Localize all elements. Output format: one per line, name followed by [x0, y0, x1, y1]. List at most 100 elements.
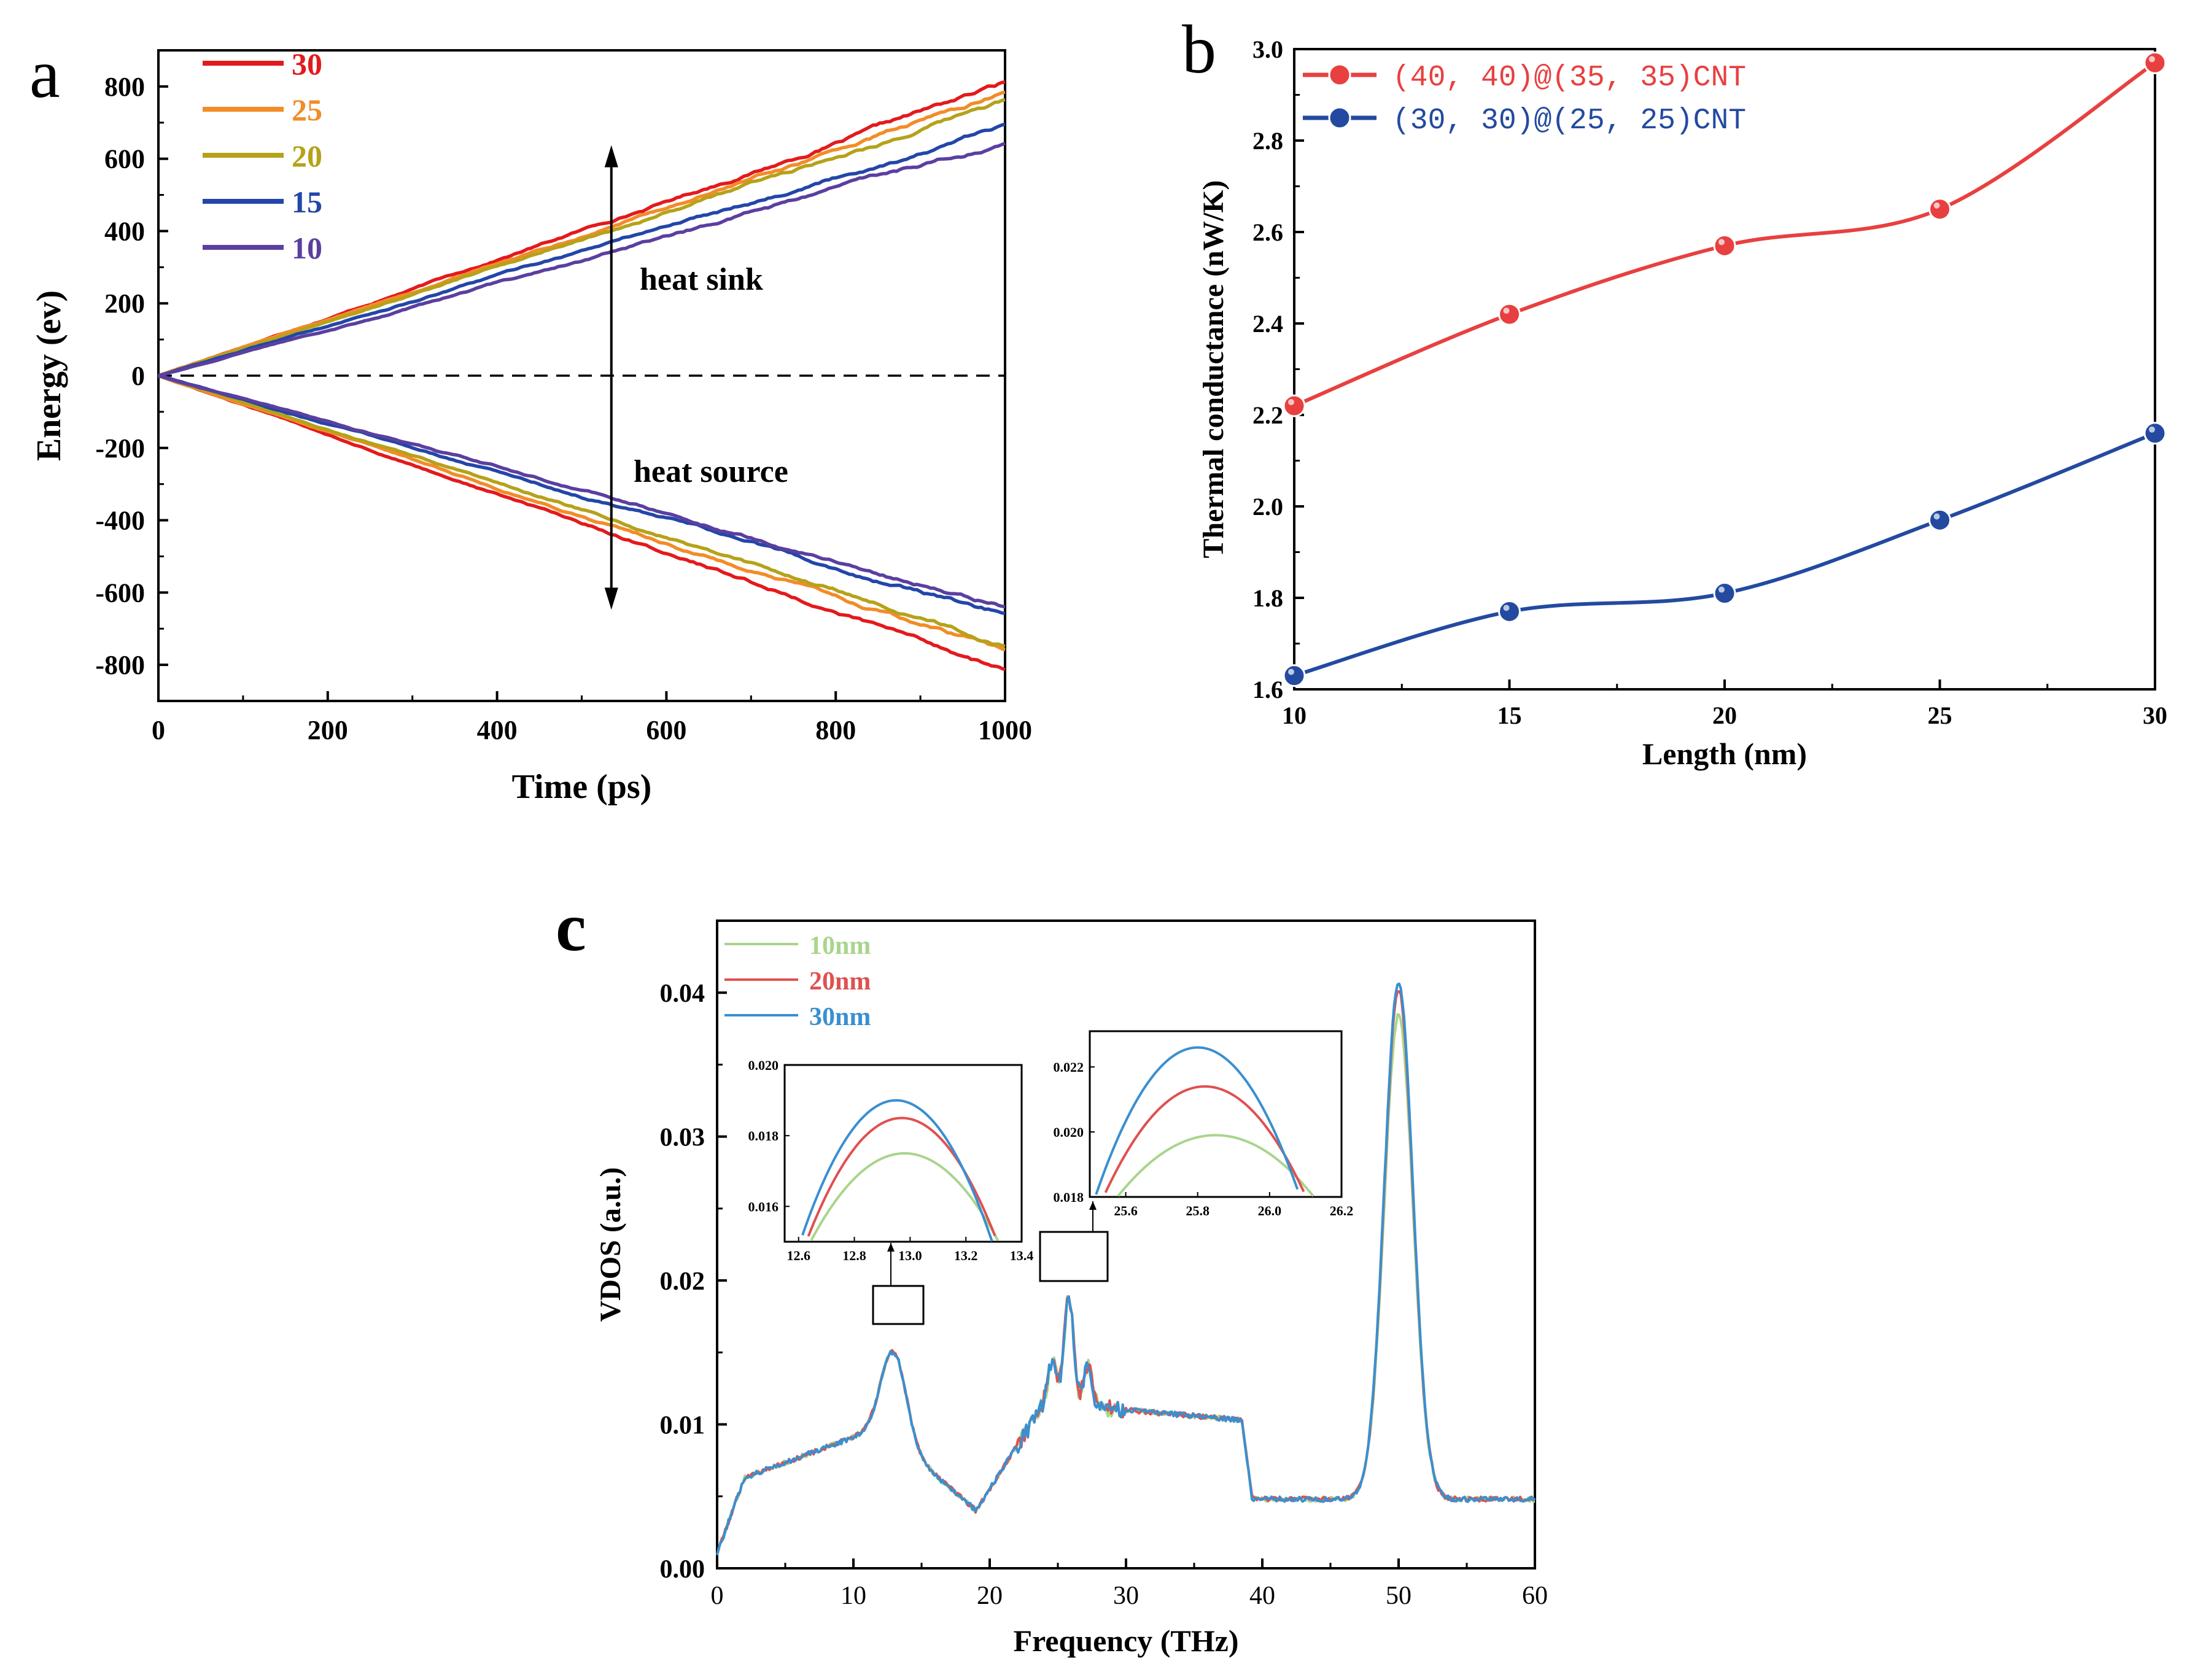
x-tick-label-b: 10 [1282, 702, 1307, 729]
legend-label-c-30nm: 30nm [809, 1003, 871, 1031]
y-tick-label-a: -400 [95, 506, 145, 536]
annotation-heat-sink: heat sink [640, 262, 763, 297]
x-tick-label-c: 20 [977, 1582, 1003, 1610]
data-point-highlight [1933, 513, 1940, 520]
x-tick-label-a: 400 [477, 715, 518, 745]
arrow-head-up [604, 145, 618, 168]
inset-curve-1-20nm [1104, 1085, 1305, 1193]
y-tick-label-b: 2.0 [1252, 493, 1283, 521]
series-line-30-source [158, 374, 1006, 672]
y-tick-label-c: 0.03 [660, 1124, 705, 1152]
x-axis-label-c: Frequency (THz) [1013, 1624, 1238, 1658]
y-axis-label-c: VDOS (a.u.) [594, 1167, 627, 1322]
data-point-1-0 [1283, 664, 1306, 687]
data-point-highlight [2149, 56, 2155, 63]
data-point-highlight [2149, 426, 2155, 433]
inset-x-tick-label: 25.8 [1186, 1203, 1210, 1218]
legend-label-10: 10 [292, 231, 322, 265]
inset-x-tick-label: 13.2 [954, 1248, 978, 1263]
x-tick-label-b: 30 [2143, 702, 2167, 729]
inset-x-tick-label: 12.8 [842, 1248, 866, 1263]
legend-label-b-1: (30, 30)@(25, 25)CNT [1392, 104, 1746, 137]
series-line-20-source [158, 374, 1006, 648]
y-tick-label-a: 600 [104, 144, 145, 174]
inset-curve-1-10nm [1117, 1134, 1314, 1197]
panel-a: 0 200 400 600 800 1000 800 600 400 200 0 -200 -400 -6… [30, 47, 1032, 806]
inset-y-tick-label: 0.020 [1054, 1125, 1084, 1140]
panel-b: 10 15 20 25 30 1.6 1.8 2.0 2.2 2.4 2.6 2.8 3.0 Length… [1197, 36, 2167, 771]
series-line-25-sink [158, 90, 1006, 377]
y-tick-label-c: 0.02 [660, 1268, 705, 1296]
y-tick-label-a: 400 [104, 216, 145, 246]
data-point-highlight [1288, 668, 1294, 675]
data-point-1-1 [1498, 600, 1521, 623]
series-line-20-sink [158, 98, 1006, 377]
y-tick-label-b: 2.2 [1252, 401, 1283, 429]
inset-x-tick-label: 25.6 [1114, 1203, 1138, 1218]
legend-label-30: 30 [292, 47, 322, 81]
x-tick-label-a: 0 [152, 715, 165, 745]
data-point-highlight [1718, 586, 1725, 593]
y-tick-label-b: 1.8 [1252, 584, 1283, 612]
x-tick-label-a: 600 [646, 715, 686, 745]
legend-label-b-0: (40, 40)@(35, 35)CNT [1392, 61, 1746, 95]
x-tick-label-c: 30 [1113, 1582, 1139, 1610]
inset-curve-0-10nm [810, 1152, 1000, 1241]
x-tick-label-a: 1000 [978, 715, 1032, 745]
legend-marker-b-1 [1328, 106, 1351, 130]
x-tick-label-c: 40 [1249, 1582, 1275, 1610]
panel-label-b: b [1182, 12, 1216, 88]
x-tick-label-c: 0 [711, 1582, 724, 1610]
legend-label-c-20nm: 20nm [809, 967, 871, 996]
y-tick-label-b: 2.6 [1252, 219, 1283, 246]
data-point-highlight [1718, 239, 1725, 246]
arrow-head-down [604, 587, 618, 610]
panel-label-a: a [29, 36, 60, 112]
x-tick-label-b: 15 [1497, 702, 1522, 729]
y-tick-label-a: 0 [131, 361, 145, 391]
data-point-0-0 [1283, 394, 1306, 417]
annotation-heat-source: heat source [634, 454, 788, 489]
series-line-15-source [158, 374, 1006, 616]
inset-x-tick-label: 12.6 [786, 1248, 810, 1263]
series-line-15-sink [158, 122, 1006, 377]
inset-frame-1 [1089, 1030, 1343, 1198]
legend-label-c-10nm: 10nm [809, 932, 871, 960]
inset-y-tick-label: 0.018 [1054, 1190, 1084, 1205]
x-tick-label-c: 50 [1386, 1582, 1411, 1610]
zoom-box-0 [872, 1285, 925, 1325]
y-tick-label-c: 0.00 [660, 1555, 705, 1584]
x-tick-label-c: 10 [841, 1582, 866, 1610]
panel-label-c: c [556, 889, 586, 966]
zoom-pointer-head-1 [1089, 1201, 1097, 1210]
data-point-0-1 [1498, 303, 1521, 326]
data-point-0-2 [1713, 234, 1736, 257]
inset-y-tick-label: 0.016 [748, 1199, 779, 1214]
inset-curve-0-30nm [801, 1099, 993, 1242]
y-tick-label-b: 2.8 [1252, 127, 1283, 155]
data-point-1-2 [1713, 582, 1736, 605]
x-tick-label-c: 60 [1522, 1582, 1548, 1610]
data-point-highlight [1503, 605, 1510, 611]
x-axis-label-b: Length (nm) [1642, 737, 1807, 771]
series-line-10-sink [158, 142, 1006, 377]
data-point-1-4 [2143, 422, 2167, 445]
series-line-10-source [158, 374, 1006, 609]
y-axis-label-a: Energy (ev) [30, 290, 68, 461]
x-tick-label-a: 200 [308, 715, 348, 745]
inset-y-tick-label: 0.022 [1054, 1059, 1084, 1075]
legend-label-15: 15 [292, 185, 322, 219]
y-tick-label-c: 0.01 [660, 1412, 705, 1440]
y-tick-label-a: -800 [95, 650, 145, 680]
legend-label-20: 20 [292, 139, 322, 173]
y-tick-label-a: -200 [95, 433, 145, 463]
y-tick-label-a: -600 [95, 578, 145, 608]
y-tick-label-b: 1.6 [1252, 676, 1283, 703]
legend-label-25: 25 [292, 93, 322, 127]
series-curve-1 [1294, 432, 2156, 678]
inset-y-tick-label: 0.018 [748, 1128, 779, 1144]
inset-x-tick-label: 26.2 [1330, 1203, 1354, 1218]
data-point-highlight [1503, 308, 1510, 314]
legend-marker-b-0 [1328, 63, 1351, 87]
